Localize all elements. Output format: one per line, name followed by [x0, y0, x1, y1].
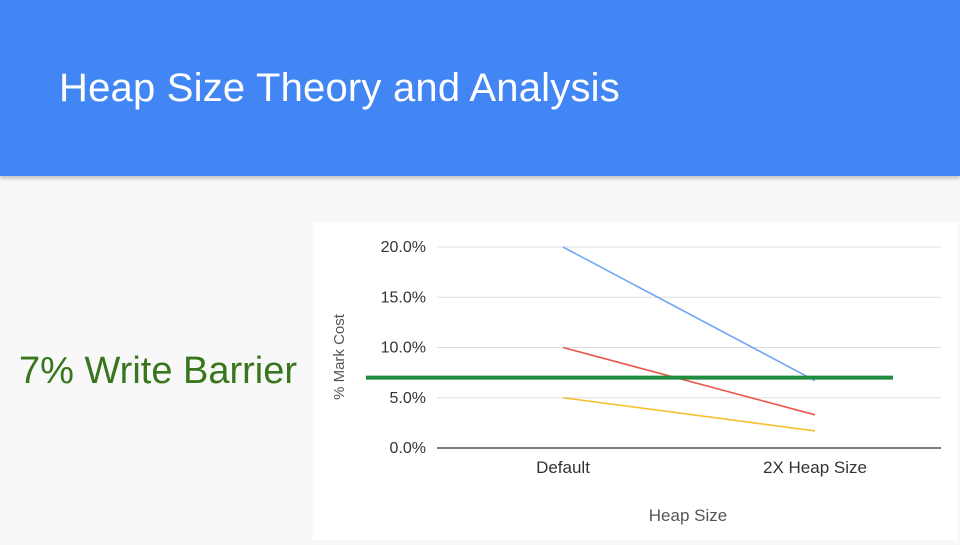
y-tick-label: 20.0%: [381, 239, 426, 256]
series-line-1: [562, 246, 816, 382]
slide-title: Heap Size Theory and Analysis: [59, 66, 620, 110]
y-tick-label: 0.0%: [390, 440, 426, 457]
chart-panel: 0.0% 5.0% 10.0% 15.0% 20.0% Default 2X Heap S…: [313, 222, 958, 540]
write-barrier-callout: 7% Write Barrier: [19, 350, 298, 392]
series-line-3: [562, 396, 816, 432]
mark-cost-chart: 0.0% 5.0% 10.0% 15.0% 20.0% Default 2X Heap S…: [331, 239, 941, 525]
series-line-2: [562, 346, 816, 416]
title-banner: Heap Size Theory and Analysis: [0, 0, 960, 176]
x-tick-label: Default: [536, 458, 590, 477]
x-axis-label: Heap Size: [649, 506, 727, 525]
x-tick-label: 2X Heap Size: [763, 458, 867, 477]
y-tick-label: 10.0%: [381, 340, 426, 357]
y-tick-label: 5.0%: [390, 390, 426, 407]
y-axis-label: % Mark Cost: [331, 313, 348, 400]
y-tick-label: 15.0%: [381, 289, 426, 306]
